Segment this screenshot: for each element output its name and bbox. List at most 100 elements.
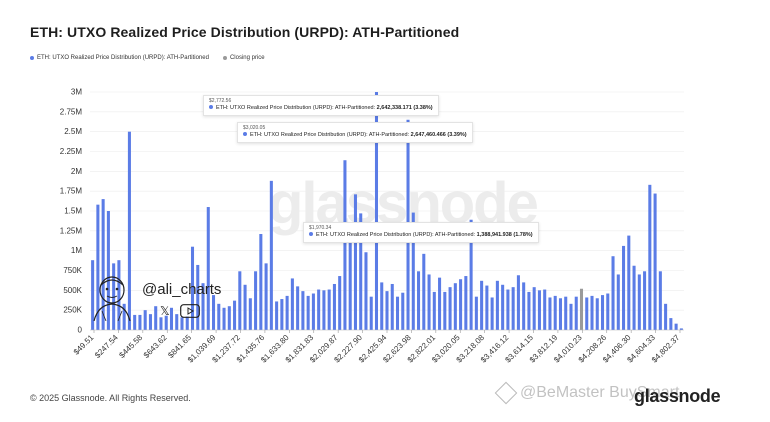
bar xyxy=(122,303,126,330)
bar xyxy=(238,271,242,330)
bar xyxy=(485,285,489,330)
bar xyxy=(532,287,536,330)
bar xyxy=(164,315,168,330)
bar xyxy=(306,295,310,330)
bar xyxy=(600,295,605,330)
bar xyxy=(453,283,457,330)
bar xyxy=(338,276,342,330)
bar xyxy=(148,314,152,330)
bar xyxy=(632,265,636,330)
bar xyxy=(348,229,352,330)
tooltip-3020-value: 2,647,460.466 (3.39%) xyxy=(410,131,467,138)
bar xyxy=(438,277,442,330)
bar xyxy=(469,219,473,330)
bar xyxy=(206,207,210,330)
legend-swatch-closing xyxy=(222,56,227,60)
x-logo-icon: 𝕏 xyxy=(160,304,170,318)
bar xyxy=(112,263,116,330)
bar xyxy=(169,307,174,330)
bar xyxy=(296,286,300,330)
tooltip-2772-series: ETH: UTXO Realized Price Distribution (U… xyxy=(216,104,376,111)
bar xyxy=(574,296,578,330)
bar xyxy=(495,280,499,330)
bar xyxy=(432,291,436,330)
legend-item-urpd[interactable]: ETH: UTXO Realized Price Distribution (U… xyxy=(30,55,209,61)
copyright-footer: © 2025 Glassnode. All Rights Reserved. xyxy=(30,393,191,403)
bar xyxy=(190,246,195,330)
tooltip-3020-series: ETH: UTXO Realized Price Distribution (U… xyxy=(250,131,410,138)
bar xyxy=(664,303,668,330)
legend-item-closing-price[interactable]: Closing price xyxy=(222,55,265,61)
bar xyxy=(222,307,226,330)
binance-logo-icon xyxy=(494,381,518,405)
tooltip-dot-icon xyxy=(243,132,247,137)
bar xyxy=(317,289,321,330)
bar xyxy=(548,297,552,330)
bar xyxy=(380,282,384,330)
bar xyxy=(159,317,163,330)
bar xyxy=(301,291,305,330)
social-icons: 𝕏 xyxy=(160,304,200,318)
bar xyxy=(254,271,258,330)
chart-title: ETH: UTXO Realized Price Distribution (U… xyxy=(30,24,460,40)
bar xyxy=(91,260,95,330)
bar xyxy=(464,276,468,330)
y-tick-label: 2.5M xyxy=(64,127,82,136)
bar xyxy=(511,287,515,330)
bar xyxy=(390,283,394,330)
bar xyxy=(679,328,683,330)
bar xyxy=(233,300,237,330)
bar xyxy=(490,297,494,330)
bar xyxy=(395,296,400,330)
bar xyxy=(248,298,252,330)
bar xyxy=(96,204,100,330)
bar xyxy=(127,131,131,330)
x-tick-label: $247.54 xyxy=(93,333,120,360)
bar xyxy=(138,314,142,330)
bar xyxy=(359,213,363,330)
bar xyxy=(611,256,615,330)
bar xyxy=(606,293,610,330)
y-tick-label: 2M xyxy=(71,167,82,176)
tooltip-2772-x: $2,772.56 xyxy=(209,98,232,104)
bar xyxy=(501,284,505,330)
bar xyxy=(117,260,121,330)
bar xyxy=(669,318,673,330)
bar xyxy=(543,289,547,330)
bar xyxy=(311,293,315,330)
closing-price-bar xyxy=(579,288,584,330)
bar xyxy=(280,299,284,330)
youtube-icon xyxy=(179,304,200,318)
ali-charts-avatar-icon xyxy=(93,276,131,321)
bar xyxy=(212,295,216,330)
ali-charts-handle: @ali_charts xyxy=(142,281,222,298)
binance-square-watermark: @BeMaster BuySmart xyxy=(494,381,679,405)
bar xyxy=(196,264,200,330)
bar xyxy=(285,295,289,330)
bar xyxy=(264,263,268,330)
y-tick-label: 750K xyxy=(63,266,82,275)
glassnode-logo: glassnode xyxy=(634,386,721,406)
bar xyxy=(353,194,357,330)
tooltip-dot-icon xyxy=(209,105,213,110)
bar xyxy=(564,296,568,330)
tooltip-1970-series: ETH: UTXO Realized Price Distribution (U… xyxy=(316,231,476,238)
bar xyxy=(658,271,662,330)
bar xyxy=(201,283,205,330)
bar xyxy=(506,289,510,330)
bar xyxy=(480,280,484,330)
bar xyxy=(275,301,279,330)
bar xyxy=(648,184,652,330)
tooltip-2772-value: 2,642,338.171 (3.38%) xyxy=(376,104,433,111)
legend-swatch-urpd xyxy=(30,56,34,60)
y-tick-label: 2.25M xyxy=(60,147,83,156)
tooltip-dot-icon xyxy=(309,232,313,237)
bar xyxy=(259,234,263,330)
tooltip-3020-x: $3,020.05 xyxy=(243,125,266,131)
x-tick-label: $643.62 xyxy=(142,333,169,360)
bar xyxy=(569,303,573,330)
tooltip-2772: $2,772.56 ETH: UTXO Realized Price Distr… xyxy=(203,95,439,117)
y-tick-label: 1.25M xyxy=(60,226,83,235)
y-tick-label: 2.75M xyxy=(60,107,83,116)
